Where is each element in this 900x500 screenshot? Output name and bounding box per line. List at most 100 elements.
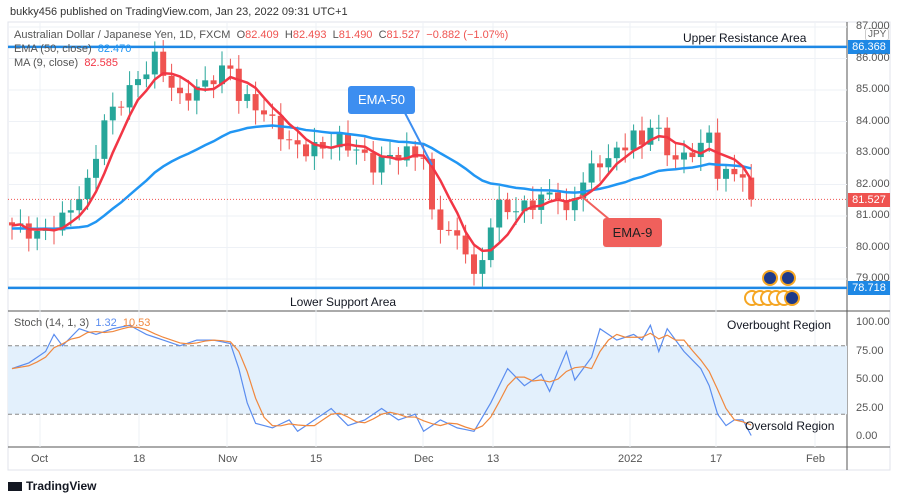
oversold-label: Oversold Region: [745, 419, 835, 433]
upper-resistance-label: Upper Resistance Area: [683, 31, 807, 45]
ema50-callout[interactable]: EMA-50: [348, 86, 415, 114]
candle-body: [496, 199, 503, 228]
price-tick: 85.000: [856, 83, 890, 95]
tradingview-logo[interactable]: TradingView: [8, 479, 96, 493]
candle-body: [193, 86, 200, 101]
candle-body: [93, 158, 99, 178]
stoch-k-line: [11, 323, 752, 436]
candle-body: [244, 94, 251, 101]
candle-body: [681, 152, 687, 160]
ema50-pointer: [404, 112, 433, 166]
tradingview-logo-icon: [8, 482, 22, 492]
time-tick: Oct: [31, 453, 49, 465]
candle-body: [605, 158, 612, 168]
candle-body: [353, 149, 360, 151]
ema-label: EMA (50, close): [14, 43, 92, 55]
price-tick: 86.000: [856, 51, 890, 64]
overbought-label: Overbought Region: [727, 318, 832, 332]
candle-body: [219, 65, 225, 85]
candle-body: [67, 210, 74, 213]
lower-support-label: Lower Support Area: [290, 295, 397, 309]
candle-body: [177, 87, 183, 94]
candle-body: [210, 80, 217, 85]
stoch-k-value: 1.32: [95, 317, 117, 329]
event-flag-icon: [780, 270, 796, 286]
open-value: 82.409: [245, 29, 279, 41]
candle-body: [622, 147, 629, 151]
stoch-tick: 25.00: [856, 401, 884, 414]
candle-body: [126, 85, 133, 108]
price-tick: 81.000: [856, 209, 890, 221]
candle-body: [261, 110, 267, 115]
candle-body: [202, 80, 209, 87]
stoch-d-line: [11, 326, 752, 431]
candle-body: [345, 133, 351, 151]
candle-body: [723, 168, 729, 179]
candle-body: [471, 254, 477, 274]
candle-body: [613, 147, 620, 159]
resistance-price-label: 86.368: [848, 40, 890, 54]
time-tick: 15: [310, 453, 323, 465]
time-tick: Nov: [218, 453, 238, 465]
candle-body: [118, 106, 125, 108]
price-tick: 84.000: [856, 114, 890, 127]
candle-body: [395, 154, 402, 161]
close-value: 81.527: [386, 29, 421, 41]
price-tick: 83.000: [856, 146, 890, 158]
ema-legend[interactable]: EMA (50, close) 82.470: [14, 43, 131, 55]
ema9-pointer: [579, 194, 611, 221]
candle-body: [286, 139, 293, 141]
time-tick: 18: [133, 453, 146, 465]
candle-body: [529, 200, 536, 210]
candle-body: [647, 127, 654, 145]
stoch-band: [8, 345, 847, 415]
candle-body: [151, 51, 158, 75]
candle-body: [689, 152, 696, 158]
candle-body: [630, 130, 637, 151]
time-tick: Feb: [806, 453, 825, 465]
high-value: 82.493: [292, 29, 327, 41]
candle-body: [454, 230, 461, 236]
candle-body: [303, 144, 309, 157]
event-flag-icon: [784, 290, 800, 306]
candle-body: [252, 94, 259, 111]
ma-legend[interactable]: MA (9, close) 82.585: [14, 57, 118, 69]
candle-body: [538, 194, 545, 210]
time-tick: 17: [710, 453, 723, 465]
candle-body: [420, 157, 427, 159]
ema50-line: [11, 124, 752, 230]
last-price-label: 81.527: [848, 193, 890, 207]
time-tick: Dec: [414, 453, 434, 465]
ma-label: MA (9, close): [14, 57, 79, 69]
close-label: C: [378, 29, 387, 41]
ema9-callout[interactable]: EMA-9: [603, 218, 662, 247]
candle-body: [697, 142, 704, 158]
candle-body: [34, 230, 41, 239]
candle-body: [370, 152, 377, 173]
stoch-tick: 75.00: [856, 344, 884, 357]
candle-body: [403, 146, 410, 161]
candle-body: [76, 199, 83, 211]
candle-body: [109, 106, 116, 121]
candle-body: [504, 199, 511, 213]
candle-body: [546, 192, 553, 195]
candle-body: [739, 174, 746, 178]
stoch-legend[interactable]: Stoch (14, 1, 3) 1.32 10.53: [14, 317, 150, 329]
time-tick: 2022: [618, 453, 643, 465]
candle-body: [378, 156, 385, 173]
chart-frame: [7, 21, 891, 471]
ma9-line: [11, 71, 753, 253]
candle-body: [101, 120, 108, 159]
published-by: bukky456 published on TradingView.com, J…: [10, 6, 348, 18]
change-value: −0.882 (−1.07%): [426, 29, 509, 41]
candle-body: [563, 200, 570, 211]
candle-body: [25, 223, 32, 239]
candle-body: [597, 163, 603, 168]
candle-body: [294, 140, 301, 145]
price-tick: 79.000: [856, 272, 890, 284]
time-tick: 13: [487, 453, 500, 465]
stoch-label: Stoch (14, 1, 3): [14, 317, 90, 329]
stoch-d-value: 10.53: [122, 317, 151, 329]
candle-body: [571, 198, 578, 211]
